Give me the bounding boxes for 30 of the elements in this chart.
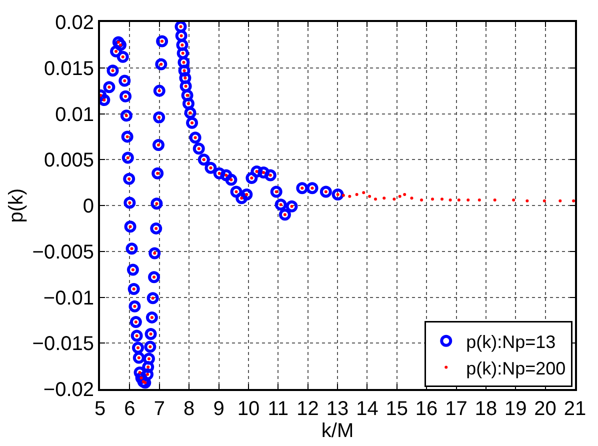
x-tick-label: 5 xyxy=(94,398,106,420)
y-tick-label: −0.015 xyxy=(32,333,94,356)
y-tick-label: 0.005 xyxy=(44,150,94,172)
y-tick-label: −0.02 xyxy=(43,379,94,401)
x-tick-label: 8 xyxy=(183,398,195,420)
x-tick-label: 7 xyxy=(154,398,165,420)
x-tick-label: 16 xyxy=(415,398,438,420)
x-tick-label: 18 xyxy=(474,398,498,420)
x-tick-label: 14 xyxy=(356,398,378,420)
x-tick-label: 13 xyxy=(326,398,349,420)
x-tick-label: 12 xyxy=(296,398,319,420)
legend-label: p(k):Np=13 xyxy=(466,332,556,352)
x-tick-label: 19 xyxy=(504,398,527,420)
y-tick-label: 0.02 xyxy=(55,12,94,34)
y-tick-label: 0 xyxy=(82,196,94,218)
y-tick-label: −0.01 xyxy=(43,287,94,310)
legend-label: p(k):Np=200 xyxy=(466,358,566,378)
x-tick-label: 6 xyxy=(124,398,136,420)
x-tick-label: 21 xyxy=(564,398,586,420)
y-tick-label: 0.015 xyxy=(44,58,94,80)
x-axis-title: k/M xyxy=(321,420,354,442)
x-tick-label: 10 xyxy=(237,398,260,420)
y-tick-label: 0.01 xyxy=(55,104,94,126)
x-tick-label: 9 xyxy=(213,398,224,420)
y-axis-title: p(k) xyxy=(5,188,28,223)
x-tick-label: 20 xyxy=(534,398,556,420)
y-tick-label: −0.005 xyxy=(32,241,94,264)
x-tick-label: 15 xyxy=(386,398,408,420)
x-tick-label: 17 xyxy=(445,398,468,420)
x-tick-label: 11 xyxy=(268,398,289,420)
